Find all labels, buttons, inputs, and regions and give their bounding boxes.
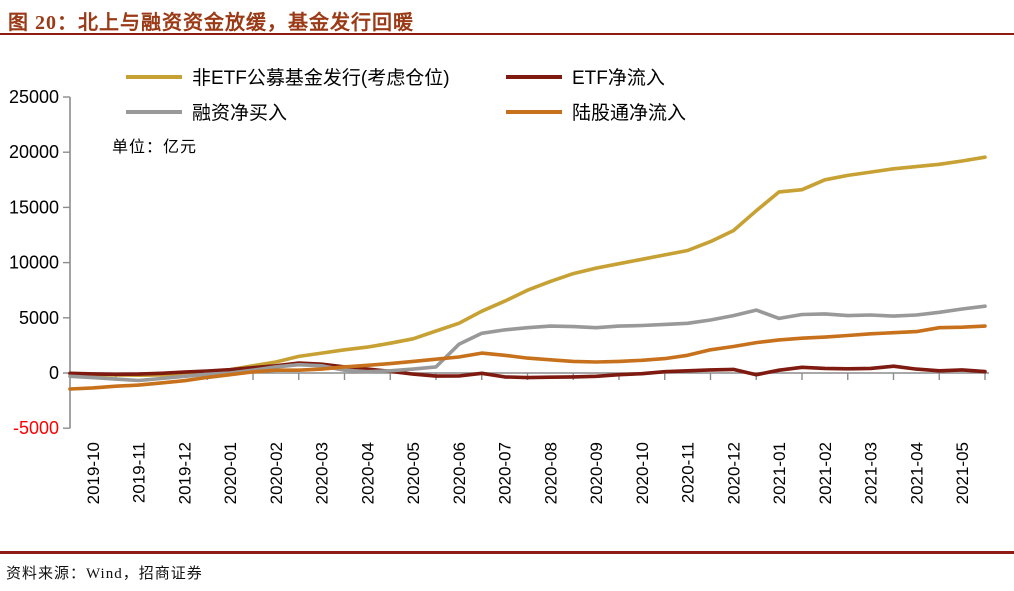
series-line <box>68 155 987 378</box>
x-tick-label: 2020-10 <box>633 442 652 504</box>
x-tick-label: 2021-01 <box>770 442 789 504</box>
legend-item: 融资净买入 <box>126 98 506 125</box>
x-tick-label: 2019-12 <box>175 442 194 504</box>
x-tick-label: 2020-08 <box>541 442 560 504</box>
x-tick-label: 2021-02 <box>816 442 835 504</box>
x-tick-label: 2021-04 <box>907 442 926 504</box>
x-tick-label: 2021-03 <box>862 442 881 504</box>
y-tick-label: 0 <box>49 363 59 383</box>
x-tick-label: 2020-03 <box>313 442 332 504</box>
legend-swatch <box>506 74 562 79</box>
source-note: 资料来源：Wind，招商证券 <box>6 566 203 582</box>
footer-divider <box>0 551 1014 554</box>
x-tick-label: 2020-05 <box>404 442 423 504</box>
legend-swatch <box>126 74 182 79</box>
title-divider <box>0 33 1014 35</box>
y-tick-label: 20000 <box>9 142 59 162</box>
x-tick-label: 2020-06 <box>450 442 469 504</box>
chart-legend: 非ETF公募基金发行(考虑仓位) ETF净流入融资净买入 陆股通净流入 <box>126 63 686 125</box>
series-line <box>68 324 987 391</box>
y-tick-label: 10000 <box>9 253 59 273</box>
legend-item: ETF净流入 <box>506 63 686 90</box>
legend-item: 陆股通净流入 <box>506 98 686 125</box>
y-tick-label: -5000 <box>13 418 59 438</box>
y-tick-label: 5000 <box>19 308 59 328</box>
y-tick-label: 15000 <box>9 197 59 217</box>
x-tick-label: 2019-11 <box>130 442 149 503</box>
x-tick-label: 2020-12 <box>724 442 743 504</box>
x-tick-label: 2020-11 <box>679 442 698 503</box>
legend-label: 非ETF公募基金发行(考虑仓位) <box>192 68 450 89</box>
legend-swatch <box>506 109 562 114</box>
x-tick-label: 2019-10 <box>84 442 103 504</box>
x-tick-label: 2020-04 <box>358 442 377 504</box>
figure-title: 图 20：北上与融资资金放缓，基金发行回暖 <box>8 12 414 34</box>
y-tick-label: 25000 <box>9 87 59 107</box>
legend-label: ETF净流入 <box>572 68 665 89</box>
series-line <box>68 304 987 383</box>
line-chart: 25000 20000 15000 10000 5000 0 -5000 2019-10 201… <box>9 87 989 504</box>
legend-swatch <box>126 109 182 114</box>
legend-label: 陆股通净流入 <box>572 103 687 124</box>
legend-item: 非ETF公募基金发行(考虑仓位) <box>126 63 506 90</box>
x-tick-label: 2020-09 <box>587 442 606 504</box>
unit-label: 单位：亿元 <box>112 139 198 156</box>
x-tick-label: 2021-05 <box>953 442 972 504</box>
x-tick-label: 2020-01 <box>221 442 240 504</box>
series-line <box>68 361 987 380</box>
x-tick-label: 2020-02 <box>267 442 286 504</box>
legend-label: 融资净买入 <box>192 103 288 124</box>
x-tick-label: 2020-07 <box>496 442 515 504</box>
